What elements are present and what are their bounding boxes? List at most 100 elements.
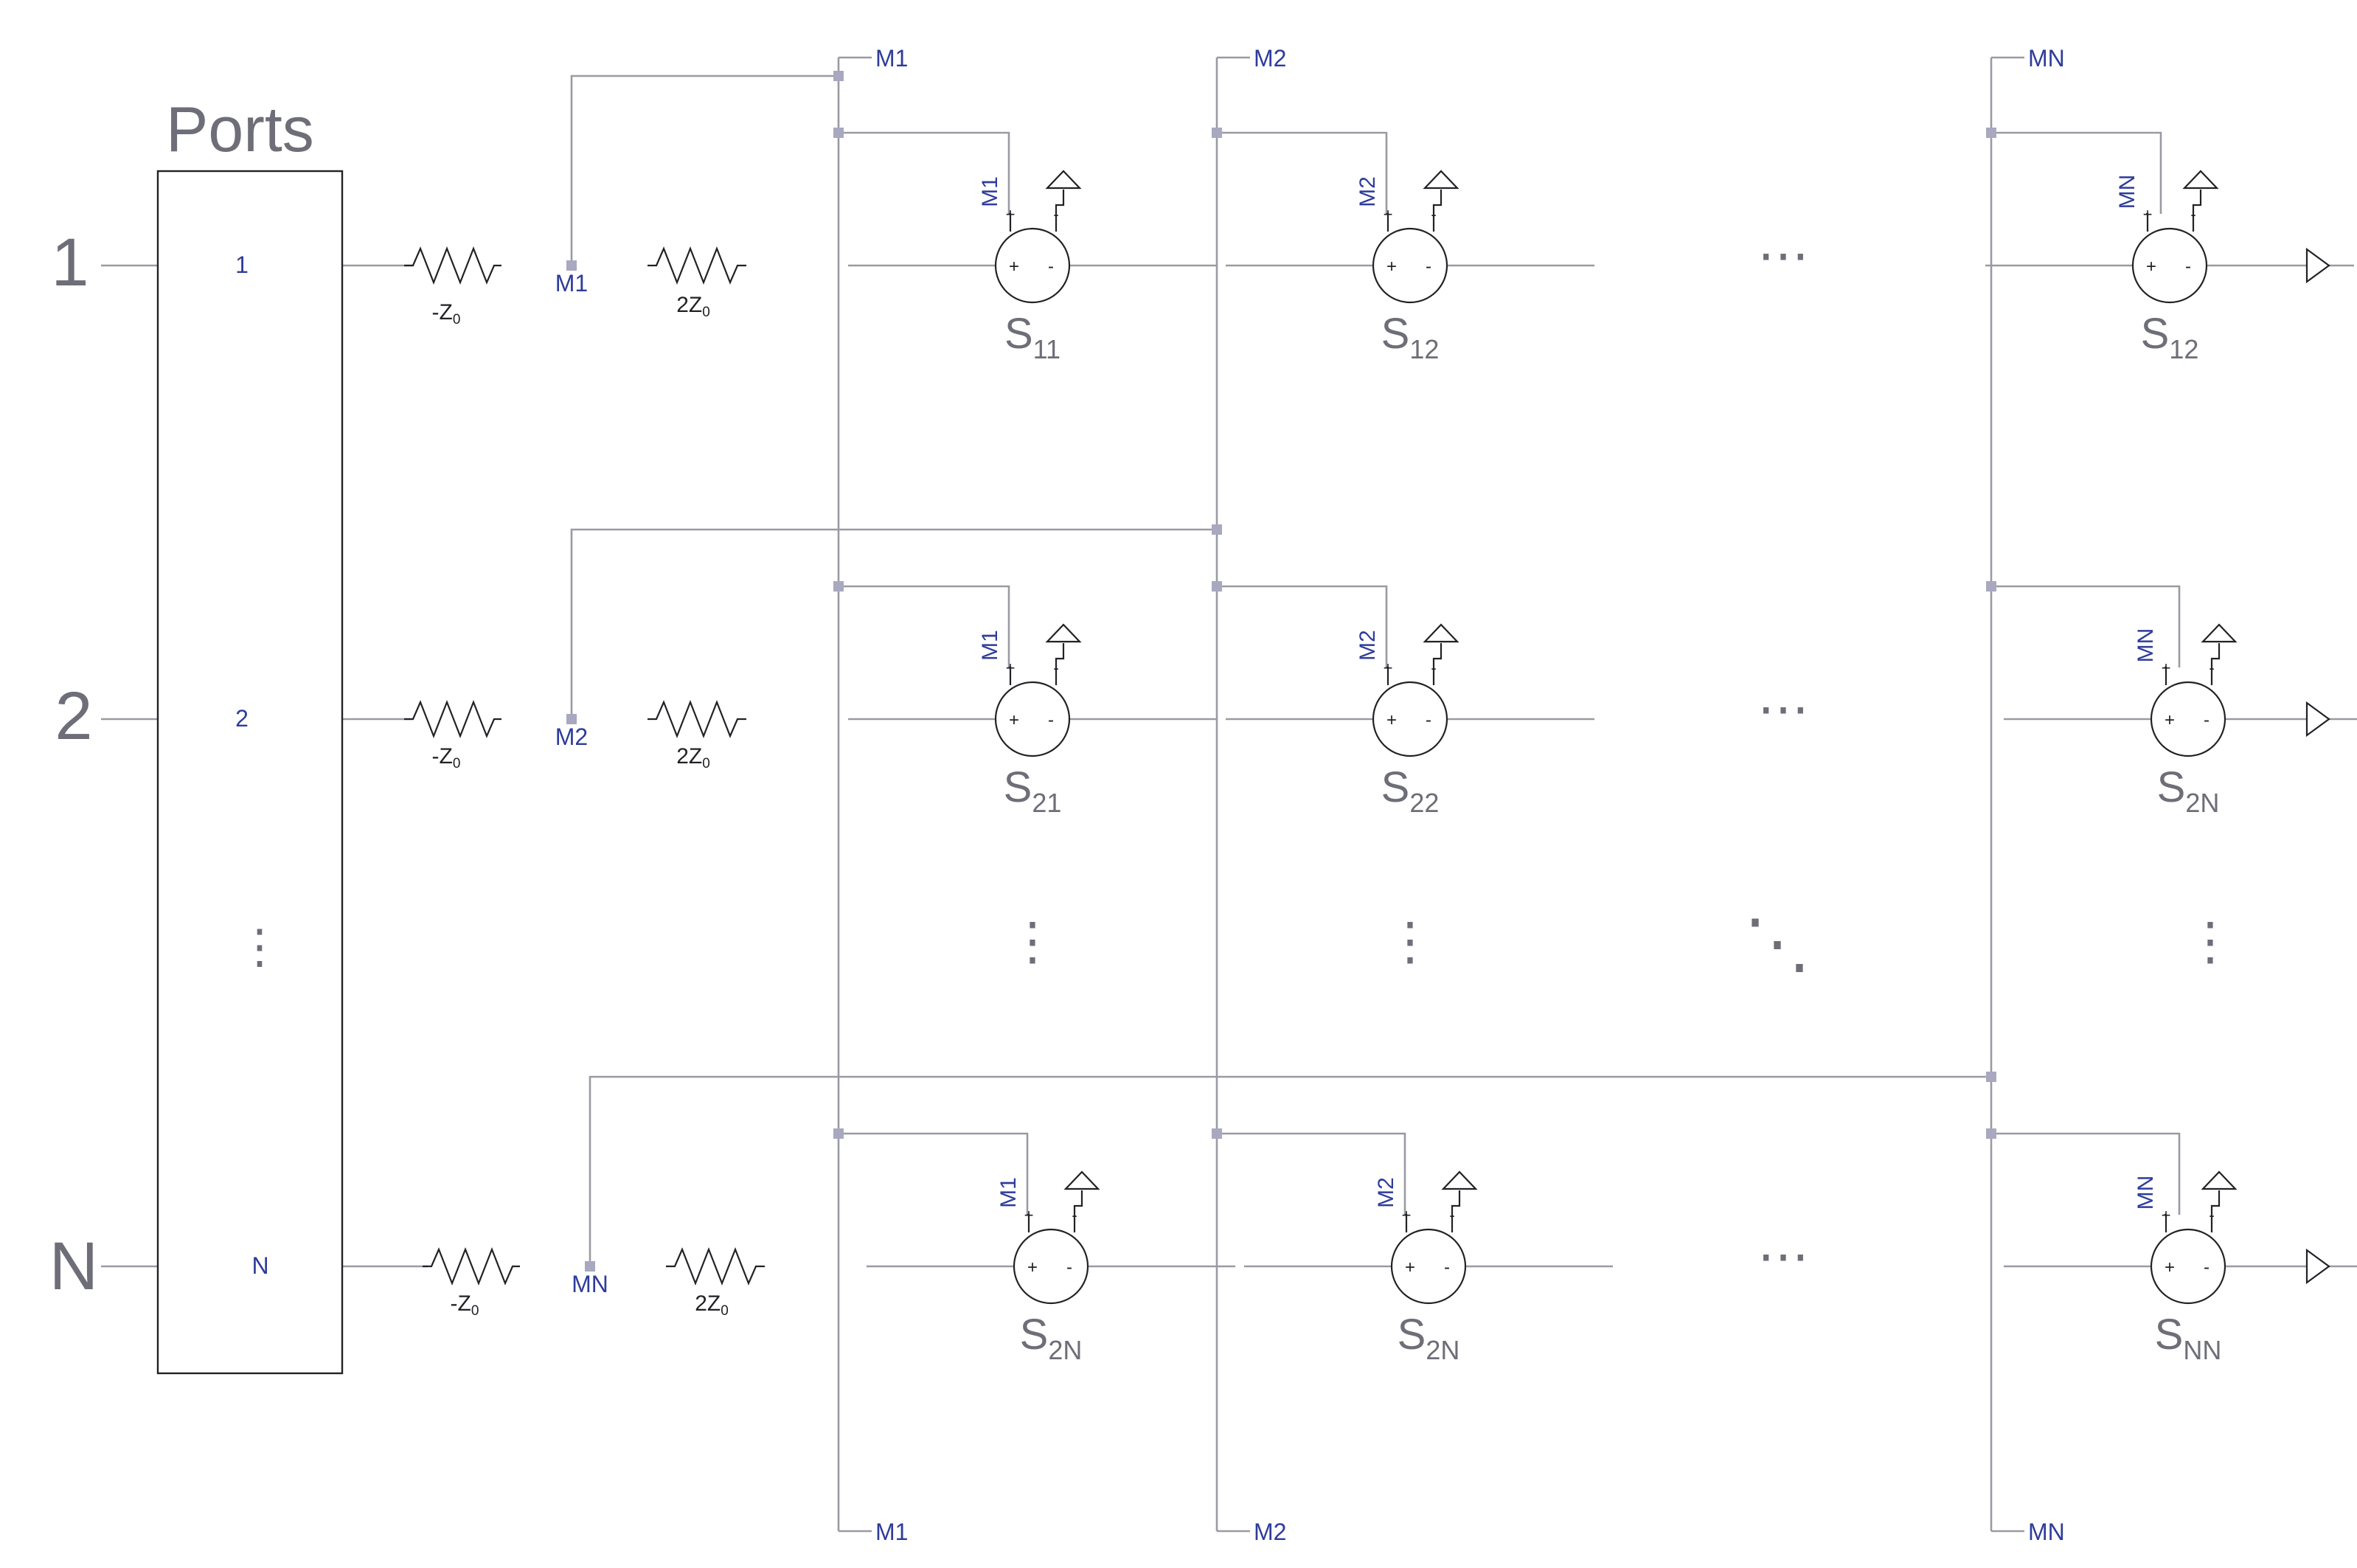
ctrl-minus: - — [1053, 659, 1058, 677]
control-net-label: MN — [2115, 175, 2139, 209]
node-label-m2: M2 — [555, 724, 588, 750]
source-s-12-3: + - + - MN S12 — [1985, 170, 2354, 364]
control-net-label: M1 — [978, 176, 1002, 207]
ctrl-minus: - — [2209, 1206, 2214, 1224]
label-2z0-row-n: 2Z0 — [695, 1291, 729, 1319]
source-circle-icon — [2150, 681, 2226, 757]
source-s-11-1: + - + - M1 S11 — [848, 170, 1217, 364]
ctrl-plus: + — [2143, 205, 2153, 223]
pin-minus: - — [2204, 1257, 2210, 1277]
pin-2-label: 2 — [235, 705, 249, 732]
control-net-label: MN — [2134, 1176, 2158, 1210]
row-1-continuation: ⋯ — [1757, 226, 1809, 284]
label-2z0-row-2: 2Z0 — [676, 744, 710, 771]
source-s-12-2: + - + - M2 S12 — [1226, 170, 1594, 364]
pin-minus: - — [2185, 257, 2191, 277]
source-circle-icon — [1372, 681, 1448, 757]
source-label: S2N — [1398, 1311, 1460, 1365]
diagonal-ellipsis: ⋱ — [1744, 907, 1811, 981]
ports-box — [156, 170, 344, 1375]
mn-tap — [589, 1075, 1991, 1266]
col-2-vertical-ellipsis: ⋮ — [1384, 912, 1436, 970]
resistor-neg-z0-row-n — [423, 1246, 520, 1286]
control-net-label: M2 — [1374, 1177, 1398, 1208]
ctrl-plus: + — [2162, 1206, 2171, 1224]
node-label-mn: MN — [572, 1271, 608, 1297]
m1-tap — [570, 74, 839, 266]
pin-minus: - — [2204, 710, 2210, 730]
pin-plus: + — [1027, 1257, 1038, 1277]
source-circle-icon — [994, 227, 1071, 304]
bus-top-m1: M1 — [875, 45, 908, 72]
pin-1-label: 1 — [235, 251, 249, 278]
control-net-label: M2 — [1355, 630, 1380, 661]
pin-minus: - — [1444, 1257, 1450, 1277]
source-label: S22 — [1381, 763, 1440, 818]
ground-icon — [2201, 623, 2238, 643]
label-neg-z0-row-n: -Z0 — [451, 1291, 479, 1319]
row-1-output-arrow — [2305, 247, 2330, 284]
source-s-21-4: + - + - M1 S21 — [848, 623, 1217, 818]
label-neg-z0-row-1: -Z0 — [432, 300, 461, 327]
resistor-neg-z0-row-1 — [404, 246, 501, 285]
source-s-nn-9: + - + - MN SNN — [2004, 1170, 2357, 1365]
ground-icon — [2201, 1170, 2238, 1190]
ctrl-minus: - — [2209, 659, 2214, 677]
source-s-2n-7: + - + - M1 S2N — [867, 1170, 1235, 1365]
source-label: S12 — [1381, 310, 1440, 364]
control-net-label: M1 — [978, 630, 1002, 661]
port-2-label: 2 — [55, 679, 92, 754]
ctrl-plus: + — [1024, 1206, 1034, 1224]
source-circle-icon — [1013, 1228, 1089, 1305]
control-net-label: MN — [2134, 628, 2158, 663]
pin-minus: - — [1048, 257, 1054, 277]
source-label: S2N — [1020, 1311, 1083, 1365]
ground-icon — [1423, 170, 1459, 190]
source-label: S11 — [1004, 310, 1061, 364]
bus-labels: M1 M2 MN M1 M2 MN — [875, 45, 2065, 1545]
ground-icon — [1045, 170, 1082, 190]
pin-plus: + — [2165, 710, 2175, 730]
control-net-label: M1 — [996, 1177, 1021, 1208]
pin-plus: + — [1009, 710, 1019, 730]
m2-tap — [570, 528, 1217, 719]
wiring — [101, 56, 2181, 1533]
resistor-labels: -Z0 2Z0 -Z0 2Z0 -Z0 2Z0 M1 M2 MN — [432, 270, 729, 1319]
pin-plus: + — [1386, 257, 1397, 277]
pin-minus: - — [1426, 257, 1431, 277]
ctrl-plus: + — [1402, 1206, 1412, 1224]
ground-icon — [1441, 1170, 1478, 1190]
source-s-2n-6: + - + - MN S2N — [2004, 623, 2357, 818]
row-n-output-arrow — [2305, 1248, 2330, 1285]
pin-plus: + — [1405, 1257, 1415, 1277]
bus-top-mn: MN — [2028, 45, 2065, 72]
col-n-vertical-ellipsis: ⋮ — [2184, 912, 2236, 970]
resistor-2z0-row-2 — [648, 699, 746, 739]
source-label: S12 — [2141, 310, 2199, 364]
ports-title: Ports — [166, 94, 314, 165]
ctrl-minus: - — [2190, 205, 2195, 223]
bus-top-m2: M2 — [1254, 45, 1286, 72]
ground-icon — [1063, 1170, 1100, 1190]
bus-bottom-m2: M2 — [1254, 1519, 1286, 1545]
pin-plus: + — [2146, 257, 2156, 277]
col-1-vertical-ellipsis: ⋮ — [1007, 912, 1058, 970]
ctrl-minus: - — [1431, 205, 1436, 223]
ports-vertical-ellipsis: ⋮ — [236, 920, 283, 973]
row-2-continuation: ⋯ — [1757, 680, 1809, 738]
ground-icon — [1423, 623, 1459, 643]
output-terminals — [2305, 247, 2330, 1285]
ctrl-plus: + — [1384, 205, 1393, 223]
resistor-2z0-row-n — [666, 1246, 765, 1286]
port-labels: 1 2 N 1 2 N — [49, 225, 269, 1304]
source-s-22-5: + - + - M2 S22 — [1226, 623, 1594, 818]
bus-bottom-mn: MN — [2028, 1519, 2065, 1545]
junction-nodes — [566, 71, 1996, 1272]
pin-minus: - — [1066, 1257, 1072, 1277]
pin-plus: + — [1009, 257, 1019, 277]
ctrl-plus: + — [1384, 659, 1393, 677]
ctrl-plus: + — [1006, 659, 1016, 677]
port-n-label: N — [49, 1229, 98, 1304]
control-net-label: M2 — [1355, 176, 1380, 207]
ctrl-minus: - — [1449, 1206, 1454, 1224]
